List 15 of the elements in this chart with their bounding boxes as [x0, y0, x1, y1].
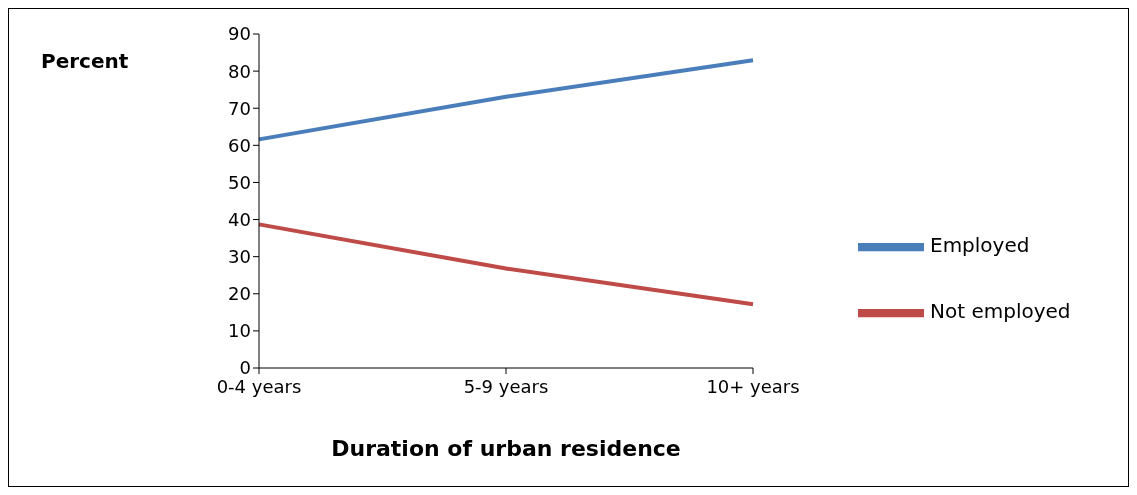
y-tick-label: 20	[228, 283, 251, 305]
y-tick-label: 70	[228, 97, 251, 119]
legend-label: Employed	[930, 232, 1030, 257]
y-tick-label: 40	[228, 208, 251, 230]
y-tick-label: 60	[228, 134, 251, 156]
y-tick-label: 50	[228, 171, 251, 193]
y-tick-label: 80	[228, 60, 251, 82]
x-tick-label: 5-9 years	[463, 375, 549, 397]
y-tick-label: 90	[228, 23, 251, 45]
x-axis-title: Duration of urban residence	[330, 436, 682, 461]
legend-label: Not employed	[930, 298, 1071, 323]
y-tick-label: 10	[228, 320, 251, 342]
x-tick-label: 10+ years	[706, 375, 800, 397]
y-axis-title: Percent	[41, 49, 129, 73]
y-tick-label: 30	[228, 246, 251, 268]
